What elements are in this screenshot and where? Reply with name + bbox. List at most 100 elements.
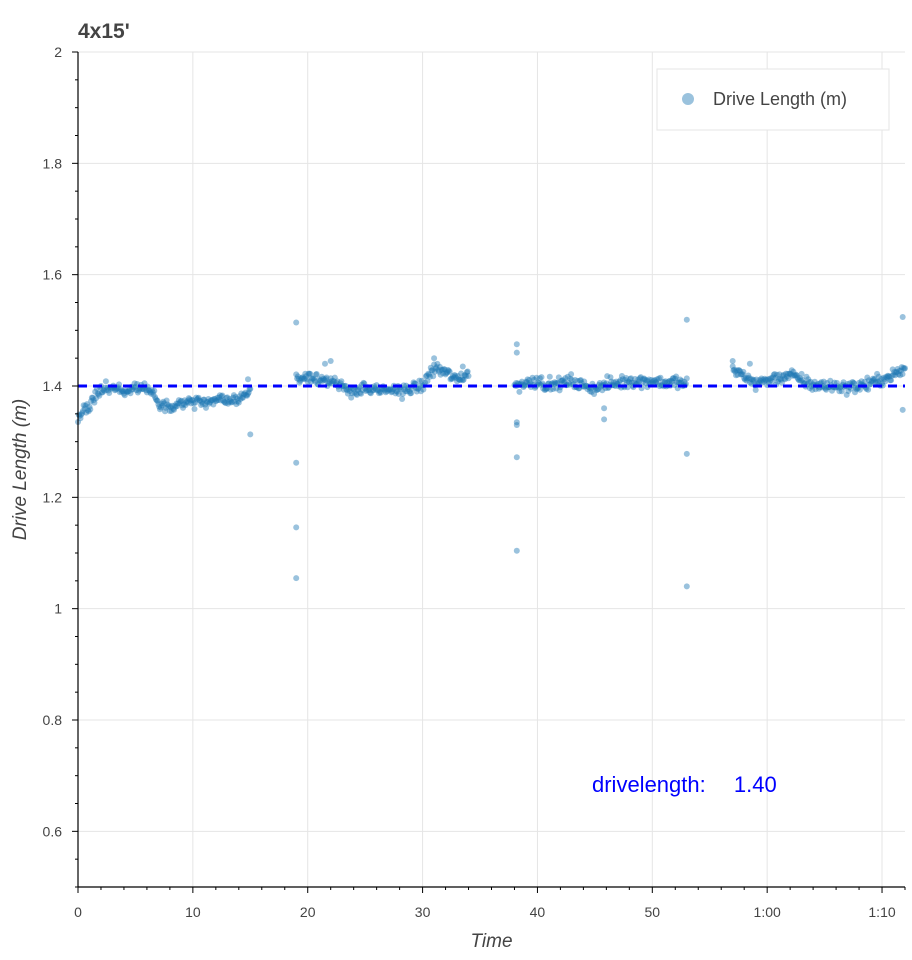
data-point-142 (191, 406, 198, 412)
legend-swatch (682, 93, 694, 105)
data-point-766 (838, 388, 845, 395)
data-point-519 (591, 391, 598, 397)
data-point-747 (823, 386, 830, 393)
data-point-158 (204, 399, 211, 405)
data-point-444 (529, 374, 536, 381)
data-point-719 (800, 379, 807, 386)
data-point-182 (224, 394, 231, 401)
data-point-141 (190, 400, 197, 407)
data-point-610 (665, 378, 672, 385)
data-point-288 (356, 384, 363, 391)
data-point-328 (389, 388, 396, 395)
data-point-94 (152, 394, 159, 401)
data-point-599 (656, 383, 663, 390)
data-point-164 (209, 396, 216, 403)
data-point-177 (220, 397, 227, 404)
data-point-805 (870, 376, 877, 383)
data-point-757 (831, 379, 838, 386)
data-point-118 (171, 402, 178, 409)
data-point-629 (681, 378, 688, 385)
data-point-839 (898, 364, 905, 371)
data-point-673 (762, 377, 769, 384)
data-point-60 (124, 388, 131, 395)
data-point-61 (125, 388, 131, 395)
data-point-578 (639, 379, 646, 386)
data-point-149 (197, 397, 204, 404)
data-point-361 (416, 377, 423, 384)
data-point-583 (643, 377, 650, 384)
data-point-763 (836, 388, 843, 395)
data-point-243 (319, 378, 326, 384)
data-point-564 (628, 375, 634, 382)
data-point-754 (829, 387, 835, 394)
data-point-202 (240, 391, 247, 398)
data-point-7 (80, 402, 87, 409)
data-point-343 (401, 386, 408, 393)
data-point-228 (307, 370, 314, 377)
data-point-479 (558, 377, 565, 384)
data-point-349 (406, 388, 413, 395)
data-point-700 (784, 370, 791, 377)
data-point-437 (523, 379, 530, 386)
y-tick-label-7: 2 (54, 44, 62, 60)
data-point-66 (129, 386, 136, 393)
data-point-709 (792, 372, 799, 379)
data-point-341 (399, 390, 406, 397)
data-point-496 (572, 377, 579, 383)
data-point-64 (127, 390, 134, 397)
data-point-723 (803, 373, 810, 380)
data-point-713 (795, 376, 802, 383)
data-point-683 (770, 371, 777, 378)
data-point-611 (666, 377, 673, 384)
data-point-144 (193, 394, 200, 401)
data-point-701 (785, 375, 792, 382)
data-point-804 (870, 375, 876, 382)
data-point-15 (87, 406, 94, 413)
data-point-801 (867, 381, 874, 387)
data-point-772 (843, 391, 850, 398)
data-point-666 (756, 376, 763, 383)
data-point-46 (112, 386, 119, 393)
data-point-143 (192, 399, 199, 406)
data-point-246 (322, 377, 328, 384)
data-point-405 (452, 373, 459, 380)
data-point-209 (246, 386, 253, 393)
data-point-319 (381, 387, 388, 394)
data-point-695 (780, 371, 787, 378)
data-point-764 (837, 384, 844, 391)
data-point-642 (737, 368, 744, 375)
data-point-407 (454, 378, 460, 385)
data-point-38 (106, 390, 113, 396)
data-point-561 (625, 378, 632, 385)
data-point-62 (125, 388, 132, 395)
data-point-466 (547, 386, 554, 393)
data-point-836 (896, 368, 903, 374)
data-point-242 (318, 373, 325, 380)
data-point-403 (450, 374, 457, 381)
x-tick-label-3: 30 (415, 904, 431, 920)
data-point-257 (331, 378, 337, 385)
y-tick-label-0: 0.6 (43, 823, 63, 839)
data-point-287 (355, 386, 362, 393)
data-point-699 (783, 373, 790, 380)
drivelength-annotation: drivelength: 1.40 (592, 772, 777, 797)
data-point-832 (893, 369, 899, 376)
data-point-301 (367, 389, 374, 396)
y-tick-label-4: 1.4 (43, 378, 63, 394)
data-point-133 (184, 398, 191, 405)
data-point-716 (797, 377, 804, 384)
data-point-374 (427, 373, 433, 380)
data-point-56 (120, 390, 127, 397)
data-point-239 (316, 376, 323, 383)
data-point-165 (210, 401, 217, 408)
data-point-707 (790, 368, 797, 375)
data-point-392 (441, 366, 448, 373)
data-point-404 (451, 372, 458, 378)
data-point-640 (735, 367, 742, 374)
data-point-129 (180, 401, 187, 408)
data-point-394 (443, 370, 450, 377)
data-point-171 (215, 397, 222, 403)
data-point-706 (789, 372, 796, 379)
data-point-827 (888, 372, 895, 379)
